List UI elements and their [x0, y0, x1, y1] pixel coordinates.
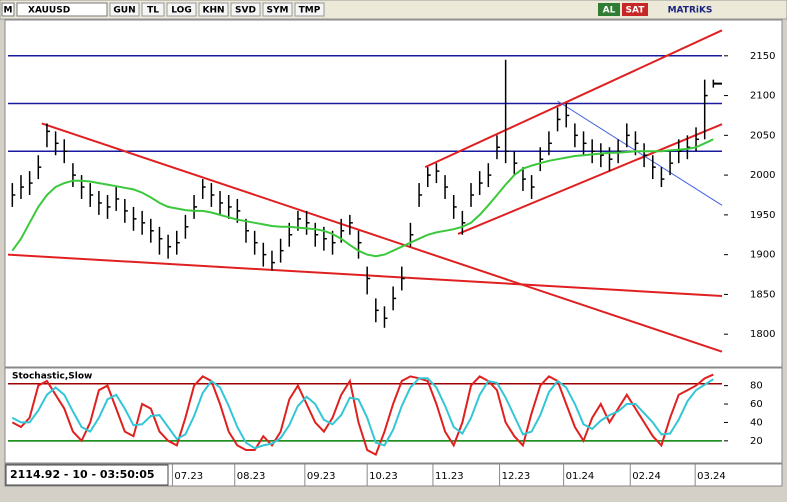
toolbar-button-label[interactable]: SYM: [267, 6, 289, 16]
trend-line: [41, 122, 723, 353]
toolbar-button-label[interactable]: TMP: [299, 6, 321, 16]
y-tick-label: 2150: [750, 51, 775, 62]
y-tick-label: 60: [750, 399, 763, 410]
brand: MATRiKS: [668, 6, 713, 16]
sell-button[interactable]: [622, 3, 648, 16]
toolbar-button-label[interactable]: LOG: [171, 6, 191, 16]
series-line: [11, 377, 714, 450]
toolbar-button-label[interactable]: SVD: [235, 6, 256, 16]
indicator-title: Stochastic,Slow: [12, 372, 92, 382]
y-tick-label: 1850: [750, 289, 775, 300]
time-axis: [4, 463, 783, 487]
x-tick-label: 10.23: [369, 471, 398, 482]
x-tick-label: 11.23: [435, 471, 464, 482]
toolbar-button[interactable]: [109, 2, 140, 17]
status: 2114.92 - 10 - 03:50:05: [10, 468, 155, 481]
y-tick-label: 1900: [750, 250, 775, 261]
y-tick-label: 1950: [750, 210, 775, 221]
buy-label[interactable]: AL: [603, 6, 616, 16]
toolbar-button[interactable]: [166, 2, 197, 17]
logo[interactable]: M: [4, 6, 13, 16]
y-tick-label: 80: [750, 381, 763, 392]
x-tick-label: 12.23: [502, 471, 531, 482]
symbol-box[interactable]: [16, 2, 108, 17]
toolbar-button[interactable]: [262, 2, 293, 17]
toolbar-button[interactable]: [230, 2, 261, 17]
status-box: [5, 464, 169, 486]
price-panel: [4, 19, 783, 368]
trend-line: [7, 253, 723, 298]
y-tick-label: 40: [750, 417, 763, 428]
series-line: [11, 373, 714, 457]
trend-line: [557, 100, 723, 206]
y-tick-label: 2050: [750, 130, 775, 141]
toolbar-button[interactable]: [294, 2, 325, 17]
toolbar-button-label[interactable]: KHN: [202, 6, 224, 16]
stochastic-panel: [4, 367, 783, 464]
y-tick-label: 2000: [750, 170, 775, 181]
toolbar: [0, 0, 787, 20]
toolbar-button-label[interactable]: TL: [147, 6, 159, 16]
logo-box[interactable]: [1, 2, 15, 17]
x-tick-label: 07.23: [174, 471, 203, 482]
symbol[interactable]: XAUUSD: [28, 6, 70, 16]
trend-line: [424, 29, 723, 169]
x-tick-label: 02.24: [632, 471, 661, 482]
sell-label[interactable]: SAT: [626, 6, 646, 16]
toolbar-button[interactable]: [198, 2, 229, 17]
x-tick-label: 08.23: [237, 471, 266, 482]
y-tick-label: 20: [750, 436, 763, 447]
toolbar-button[interactable]: [141, 2, 165, 17]
x-tick-label: 03.24: [697, 471, 726, 482]
x-tick-label: 09.23: [307, 471, 336, 482]
buy-button[interactable]: [598, 3, 620, 16]
x-tick-label: 01.24: [566, 471, 595, 482]
toolbar-button-label[interactable]: GUN: [113, 6, 135, 16]
y-tick-label: 1800: [750, 329, 775, 340]
y-tick-label: 2100: [750, 91, 775, 102]
series-line: [11, 138, 714, 258]
